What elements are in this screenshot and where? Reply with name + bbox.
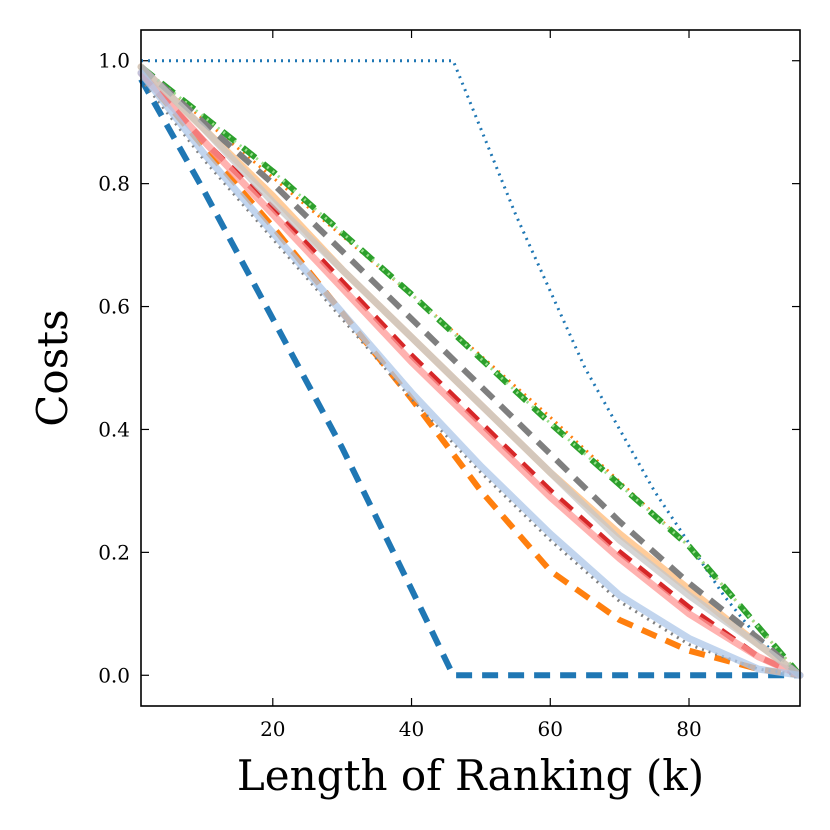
y-tick-label: 0.2 <box>98 540 130 564</box>
series-line-9 <box>137 69 804 679</box>
y-tick-label: 1.0 <box>98 49 130 73</box>
y-axis-title: Costs <box>28 309 77 426</box>
x-tick-label: 20 <box>260 717 285 741</box>
series-line-2 <box>138 77 800 679</box>
plot-frame <box>140 29 801 707</box>
series-line-7 <box>140 65 802 677</box>
tick-labels: 20 40 60 80 0.0 0.2 0.4 0.6 0.8 1.0 <box>98 49 702 741</box>
series-layer <box>137 59 804 679</box>
x-axis-title: Length of Ranking (k) <box>237 751 704 800</box>
x-tick-label: 80 <box>676 717 701 741</box>
y-tick-label: 0.4 <box>98 417 130 441</box>
y-tick-label: 0.0 <box>98 663 130 687</box>
y-tick-label: 0.6 <box>98 295 130 319</box>
series-line-12 <box>137 63 804 679</box>
series-line-10 <box>139 64 802 678</box>
axis-ticks <box>141 30 800 706</box>
series-line-4 <box>138 71 801 679</box>
series-line-13 <box>137 69 804 679</box>
x-tick-label: 60 <box>538 717 563 741</box>
x-tick-label: 40 <box>399 717 424 741</box>
y-tick-label: 0.8 <box>98 172 130 196</box>
